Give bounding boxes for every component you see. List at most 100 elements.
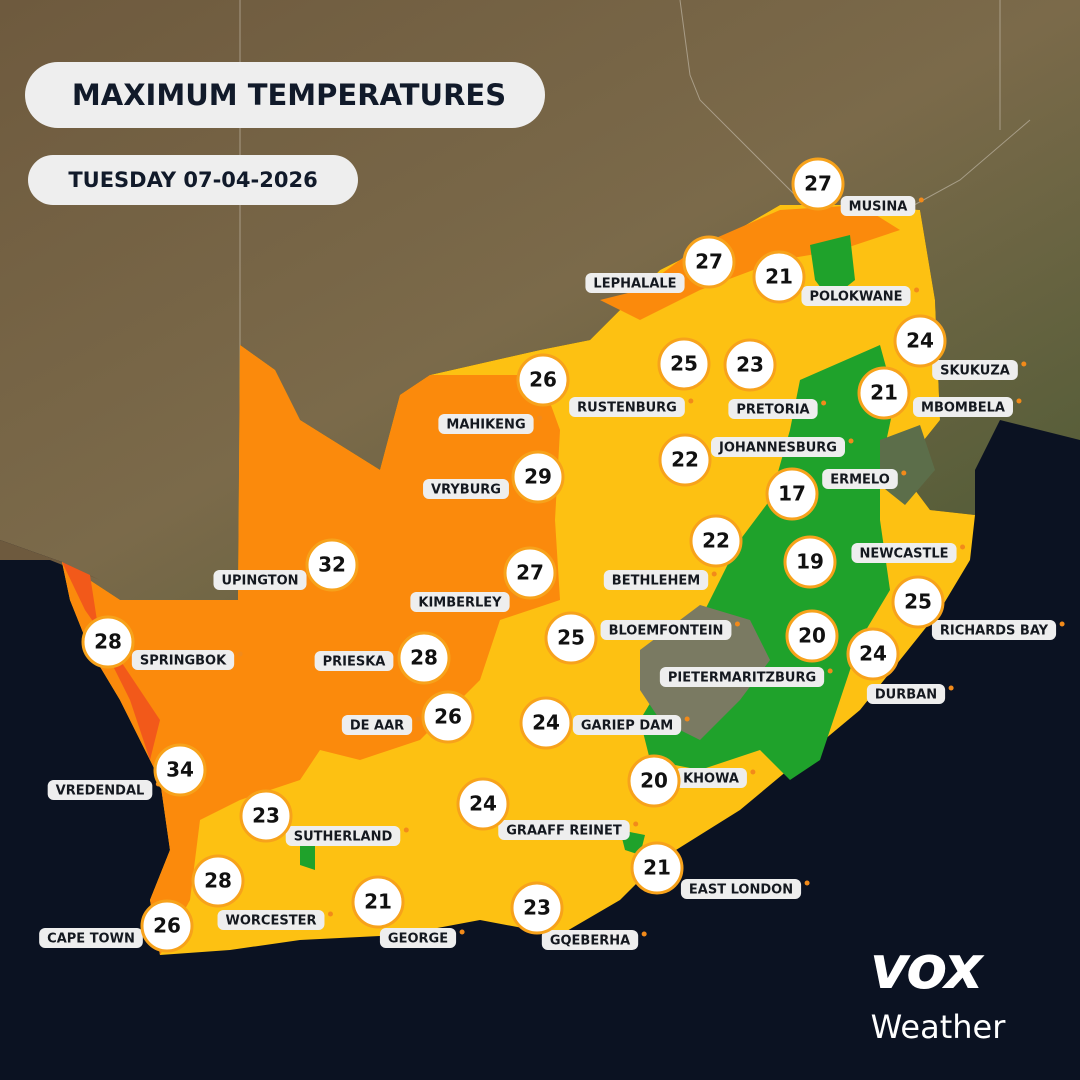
label-pill xyxy=(728,399,818,419)
city-dot xyxy=(901,470,907,476)
temperature-circle xyxy=(351,875,405,929)
temperature: 23 xyxy=(523,896,551,920)
temperature: 22 xyxy=(702,529,730,553)
label-pill xyxy=(822,469,898,489)
temperature-circle xyxy=(630,841,684,895)
temperature-circle xyxy=(191,854,245,908)
city-label: CAPE TOWN xyxy=(39,928,152,948)
city-label: RUSTENBURG xyxy=(569,397,694,417)
temperature-circle xyxy=(857,366,911,420)
city-dot xyxy=(1059,621,1065,627)
temperature-marker: 21 xyxy=(752,250,806,304)
city-name: GARIEP DAM xyxy=(581,719,673,734)
city-name: MBOMBELA xyxy=(921,401,1005,416)
temperature-marker: 23 xyxy=(723,338,777,392)
temperature-circle xyxy=(658,433,712,487)
city-name: RUSTENBURG xyxy=(577,401,677,416)
label-pill xyxy=(379,928,457,948)
temperature: 27 xyxy=(804,172,832,196)
city-name: MUSINA xyxy=(849,200,908,215)
city-label: GQEBERHA xyxy=(541,930,647,950)
label-pill xyxy=(131,650,235,670)
city-dot xyxy=(711,571,717,577)
label-pill xyxy=(572,715,682,735)
city-label: GARIEP DAM xyxy=(572,715,690,735)
label-pill xyxy=(913,397,1013,417)
temperature: 28 xyxy=(410,646,438,670)
city-dot xyxy=(914,287,920,293)
city-label: KIMBERLEY xyxy=(410,592,519,612)
city-name: WORCESTER xyxy=(226,914,317,929)
label-pill xyxy=(285,826,401,846)
temperature-circle xyxy=(305,538,359,592)
city-label: EAST LONDON xyxy=(680,879,810,899)
label-pill xyxy=(314,651,394,671)
temperature-marker: 22 xyxy=(689,514,743,568)
temperature-marker: 25 xyxy=(891,575,945,629)
city-name: BLOEMFONTEIN xyxy=(609,624,724,639)
label-pill xyxy=(851,543,957,563)
temperature: 21 xyxy=(643,856,671,880)
temperature-circle xyxy=(140,899,194,953)
temperature: 25 xyxy=(904,590,932,614)
temperature-circle xyxy=(846,627,900,681)
label-pill xyxy=(410,592,510,612)
city-dot xyxy=(848,438,854,444)
temperature: 24 xyxy=(906,329,934,353)
city-name: SUTHERLAND xyxy=(294,830,393,845)
label-pill xyxy=(569,397,685,417)
city-label: MBOMBELA xyxy=(913,397,1022,417)
city-name: VRYBURG xyxy=(431,483,501,498)
temperature: 20 xyxy=(798,624,826,648)
city-name: PIETERMARITZBURG xyxy=(668,671,816,686)
city-dot xyxy=(633,821,639,827)
city-label: SPRINGBOK xyxy=(131,650,243,670)
temperature: 17 xyxy=(778,482,806,506)
city-name: LEPHALALE xyxy=(593,277,676,292)
city-label: VRYBURG xyxy=(423,479,518,499)
label-pill xyxy=(680,879,802,899)
temperature: 27 xyxy=(695,250,723,274)
temperature-marker: 27 xyxy=(682,235,736,289)
temperature: 24 xyxy=(859,642,887,666)
logo-tagline: Weather xyxy=(871,1008,1007,1046)
temperature-circle xyxy=(511,450,565,504)
temperature: 25 xyxy=(670,352,698,376)
temperature-marker: 20 xyxy=(785,609,839,663)
label-pill xyxy=(659,667,825,687)
label-pill xyxy=(840,196,916,216)
label-pill xyxy=(603,570,709,590)
label-pill xyxy=(39,928,143,948)
temperature-circle xyxy=(657,337,711,391)
city-name: VREDENDAL xyxy=(56,784,145,799)
temperature-marker: 28 xyxy=(191,854,245,908)
temperature: 24 xyxy=(469,792,497,816)
temperature-marker: 28 xyxy=(81,615,135,669)
city-dot xyxy=(827,668,833,674)
temperature-marker: 24 xyxy=(846,627,900,681)
city-dot xyxy=(948,685,954,691)
temperature: 26 xyxy=(529,368,557,392)
temperature: 21 xyxy=(364,890,392,914)
temperature: 21 xyxy=(765,265,793,289)
temperature-marker: 19 xyxy=(783,535,837,589)
label-pill xyxy=(541,930,639,950)
temperature-circle xyxy=(544,611,598,665)
city-name: MAHIKENG xyxy=(446,418,525,433)
city-name: GEORGE xyxy=(388,932,448,947)
city-label: SKUKUZA xyxy=(932,360,1027,380)
temperature-marker: 24 xyxy=(456,777,510,831)
temperature-marker: 23 xyxy=(510,881,564,935)
city-name: EAST LONDON xyxy=(689,883,793,898)
temperature-circle xyxy=(456,777,510,831)
label-pill xyxy=(47,780,153,800)
city-label: POLOKWANE xyxy=(801,286,920,306)
city-name: DE AAR xyxy=(350,719,404,734)
city-name: POLOKWANE xyxy=(809,290,902,305)
label-pill xyxy=(866,684,946,704)
city-label: RICHARDS BAY xyxy=(931,620,1065,640)
date-pill xyxy=(28,155,358,205)
label-pill xyxy=(423,479,509,499)
land-north xyxy=(0,0,1080,600)
city-label: DE AAR xyxy=(341,715,421,735)
